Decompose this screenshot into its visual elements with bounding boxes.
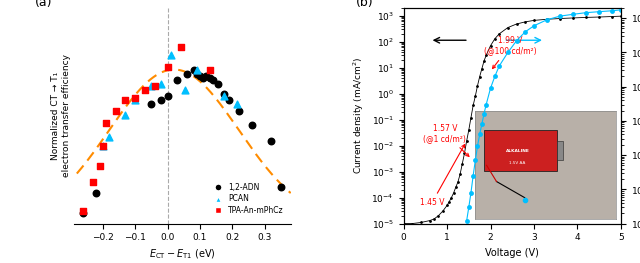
Point bbox=[276, 184, 286, 189]
Text: (b): (b) bbox=[356, 0, 374, 9]
Point bbox=[120, 98, 131, 102]
Point bbox=[147, 102, 157, 107]
Point bbox=[172, 78, 182, 82]
Point bbox=[212, 82, 223, 86]
Point bbox=[208, 78, 218, 82]
Point bbox=[198, 76, 209, 80]
Point bbox=[224, 98, 234, 102]
Point bbox=[101, 121, 111, 125]
Y-axis label: Current density (mA/cm$^2$): Current density (mA/cm$^2$) bbox=[351, 57, 366, 174]
Point bbox=[130, 98, 140, 102]
Point bbox=[247, 123, 257, 127]
Point bbox=[147, 84, 157, 88]
Point bbox=[140, 88, 150, 92]
Point bbox=[91, 191, 101, 195]
Point bbox=[232, 102, 243, 107]
Point bbox=[191, 72, 202, 76]
Point bbox=[78, 209, 88, 213]
Point bbox=[156, 82, 166, 86]
Text: (a): (a) bbox=[35, 0, 52, 9]
Point bbox=[205, 76, 215, 80]
Point bbox=[202, 74, 212, 78]
Point bbox=[195, 74, 205, 78]
Point bbox=[188, 67, 198, 72]
Point bbox=[180, 88, 191, 92]
Point bbox=[219, 92, 229, 96]
Point bbox=[266, 139, 276, 144]
Text: 1.99 V
(@100 cd/m²): 1.99 V (@100 cd/m²) bbox=[484, 36, 536, 69]
Point bbox=[150, 84, 160, 88]
Point bbox=[104, 135, 115, 139]
X-axis label: $E_{\mathrm{CT}} - E_{\mathrm{T1}}$ (eV): $E_{\mathrm{CT}} - E_{\mathrm{T1}}$ (eV) bbox=[148, 248, 216, 261]
Point bbox=[163, 65, 173, 69]
Point bbox=[234, 108, 244, 113]
Y-axis label: Normalized CT → T₁
electron transfer efficiency: Normalized CT → T₁ electron transfer eff… bbox=[51, 54, 71, 177]
Point bbox=[120, 113, 131, 117]
Point bbox=[182, 72, 192, 76]
Point bbox=[156, 98, 166, 102]
Point bbox=[78, 211, 88, 215]
Point bbox=[175, 45, 186, 49]
Point bbox=[88, 180, 98, 185]
Point bbox=[219, 94, 229, 98]
X-axis label: Voltage (V): Voltage (V) bbox=[485, 248, 539, 258]
Point bbox=[191, 67, 202, 72]
Point bbox=[98, 143, 108, 148]
Point bbox=[205, 67, 215, 72]
Point bbox=[166, 53, 176, 57]
Text: 1.57 V
(@1 cd/m²): 1.57 V (@1 cd/m²) bbox=[424, 124, 469, 156]
Point bbox=[130, 96, 140, 100]
Point bbox=[111, 108, 121, 113]
Legend: 1,2-ADN, PCAN, TPA-An-mPhCz: 1,2-ADN, PCAN, TPA-An-mPhCz bbox=[207, 180, 287, 218]
Point bbox=[95, 164, 105, 168]
Point bbox=[163, 94, 173, 98]
Text: 1.45 V: 1.45 V bbox=[420, 145, 465, 208]
Point bbox=[98, 143, 108, 148]
